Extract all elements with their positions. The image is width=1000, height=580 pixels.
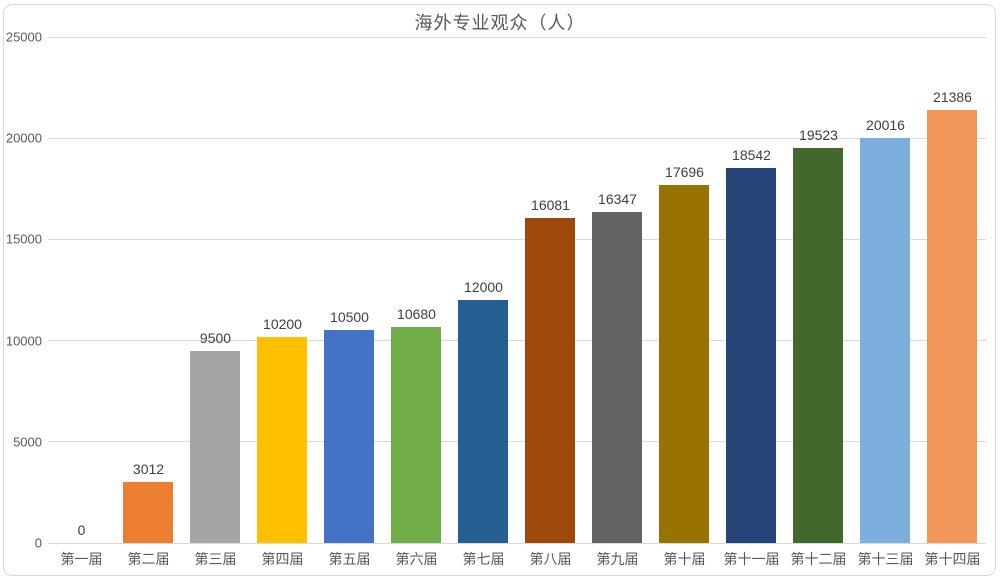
gridline <box>48 238 986 240</box>
bar-value-label: 3012 <box>132 461 165 478</box>
bar-value-label: 21386 <box>933 89 972 106</box>
gridline <box>48 36 986 38</box>
bar-value-label: 10680 <box>397 305 436 322</box>
bar-value-label: 10500 <box>330 309 369 326</box>
bar <box>257 336 307 543</box>
x-axis-tick-label: 第十三届 <box>857 551 914 567</box>
bar-value-label: 16081 <box>531 196 570 213</box>
bar <box>659 184 709 543</box>
bar <box>793 147 843 543</box>
bar <box>324 330 374 543</box>
y-axis: 0 5000 10000 15000 20000 25000 <box>0 31 42 550</box>
bar-group: 12000 第七届 <box>450 37 517 566</box>
bar <box>458 300 508 543</box>
y-axis-tick-label: 20000 <box>5 130 42 146</box>
y-axis-tick-label: 25000 <box>5 29 42 45</box>
bar <box>190 350 240 543</box>
y-axis-tick-label: 10000 <box>5 333 42 349</box>
bar-group: 16081 第八届 <box>517 37 584 566</box>
bar <box>860 137 910 543</box>
x-axis-tick-label: 第四届 <box>261 551 304 567</box>
y-axis-tick-label: 0 <box>34 535 42 551</box>
bar-group: 21386 第十四届 <box>919 37 986 566</box>
x-axis-tick-label: 第六届 <box>395 551 438 567</box>
bar-value-label: 16347 <box>598 191 637 208</box>
bar <box>927 110 977 543</box>
bar-group: 17696 第十届 <box>651 37 718 566</box>
x-axis-tick-label: 第五届 <box>328 551 371 567</box>
x-axis-tick-label: 第二届 <box>127 551 170 567</box>
bar-value-label: 19523 <box>799 126 838 143</box>
bar-group: 20016 第十三届 <box>852 37 919 566</box>
bar-value-label: 0 <box>77 522 86 538</box>
bar-group: 16347 第九届 <box>584 37 651 566</box>
bar <box>123 482 173 543</box>
bar <box>525 217 575 543</box>
bar-value-label: 18542 <box>732 146 771 163</box>
bar-value-label: 17696 <box>665 163 704 180</box>
bar-value-label: 10200 <box>263 315 302 332</box>
gridline <box>48 441 986 443</box>
x-axis-tick-label: 第十届 <box>663 551 706 567</box>
bar-value-label: 12000 <box>464 279 503 296</box>
bar-group: 18542 第十一届 <box>718 37 785 566</box>
gridline <box>48 137 986 139</box>
bar-group: 9500 第三届 <box>182 37 249 566</box>
y-axis-tick-label: 5000 <box>13 434 42 450</box>
x-axis-tick-label: 第九届 <box>596 551 639 567</box>
bar-group: 10500 第五届 <box>316 37 383 566</box>
chart-title: 海外专业观众（人） <box>414 13 586 33</box>
x-axis-tick-label: 第八届 <box>529 551 572 567</box>
bar-value-label: 20016 <box>866 116 905 133</box>
x-axis-tick-label: 第十一届 <box>723 551 780 567</box>
bar-value-label: 9500 <box>199 329 232 346</box>
x-axis-tick-label: 第三届 <box>194 551 237 567</box>
bar <box>391 326 441 543</box>
y-axis-tick-label: 15000 <box>5 231 42 247</box>
bar-group: 19523 第十二届 <box>785 37 852 566</box>
bar <box>726 167 776 543</box>
x-axis-line <box>48 542 986 544</box>
bar <box>592 212 642 543</box>
x-axis-tick-label: 第十二届 <box>790 551 847 567</box>
bar-group: 3012 第二届 <box>115 37 182 566</box>
x-axis-tick-label: 第十四届 <box>924 551 981 567</box>
bar-group: 10680 第六届 <box>383 37 450 566</box>
gridline <box>48 340 986 342</box>
plot-area: 0 第一届 3012 第二届 9500 第三届 10200 第四届 10500 第五届 10680 第… <box>48 36 986 566</box>
x-axis-tick-label: 第七届 <box>462 551 505 567</box>
bar-group: 0 第一届 <box>48 37 115 566</box>
bar-group: 10200 第四届 <box>249 37 316 566</box>
x-axis-tick-label: 第一届 <box>60 551 103 567</box>
